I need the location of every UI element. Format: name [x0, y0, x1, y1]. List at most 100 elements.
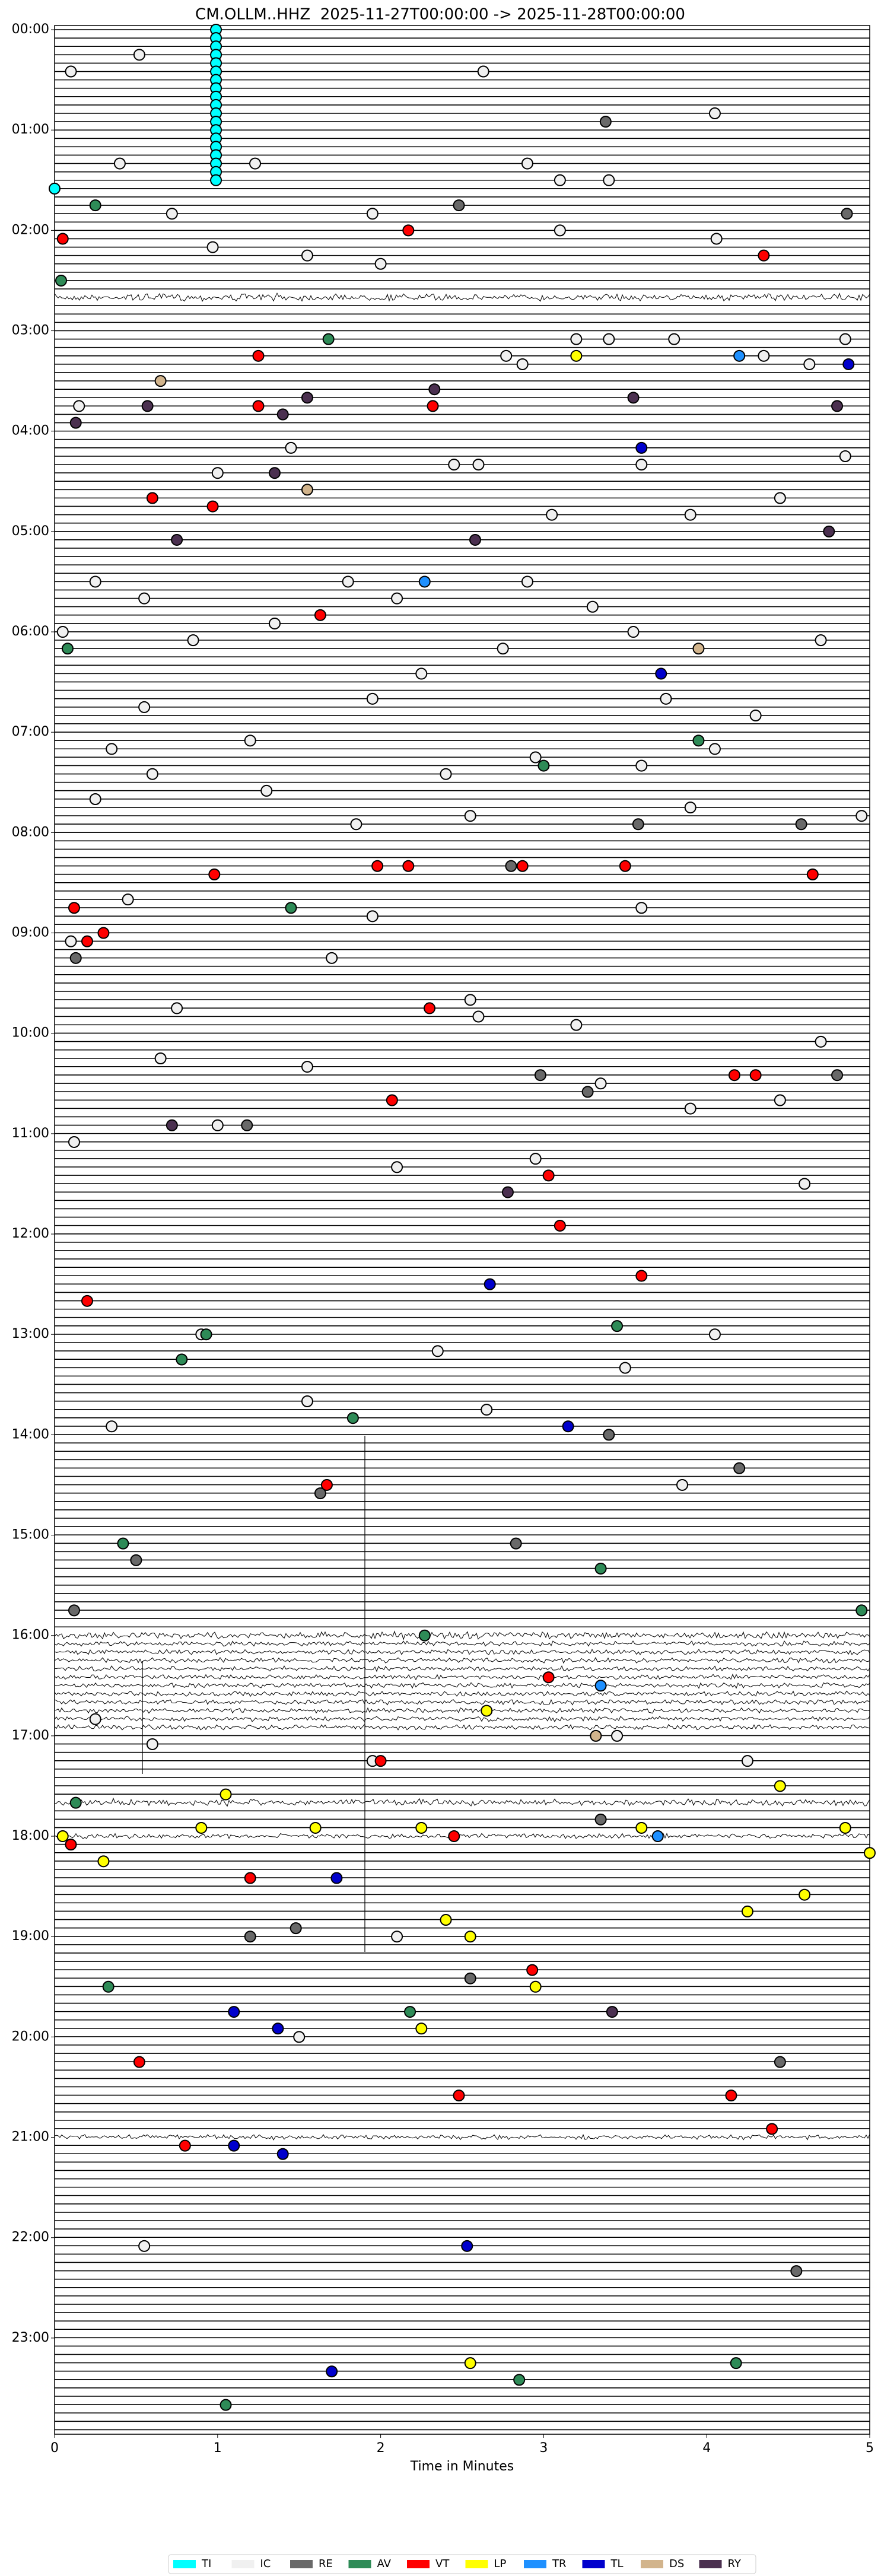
event-marker [56, 1830, 69, 1843]
event-marker [56, 233, 69, 245]
legend-label: RE [319, 2558, 333, 2570]
event-marker [206, 500, 219, 513]
trace-row [54, 1797, 870, 1807]
event-marker [386, 1094, 398, 1106]
event-marker [138, 2240, 151, 2252]
event-marker [758, 349, 770, 362]
event-marker [249, 157, 262, 170]
event-marker [244, 734, 256, 747]
y-tick-label: 12:00 [12, 1226, 49, 1241]
legend-swatch [348, 2560, 371, 2568]
event-marker [534, 1069, 546, 1082]
event-marker [453, 2090, 465, 2102]
event-marker [117, 1537, 129, 1550]
event-marker [603, 333, 615, 345]
event-marker [166, 1119, 178, 1131]
event-marker [505, 860, 517, 872]
event-marker [692, 643, 705, 655]
event-marker [402, 860, 415, 872]
event-marker [513, 2374, 526, 2386]
legend-label: TL [610, 2558, 624, 2570]
event-marker [603, 174, 615, 186]
event-marker [733, 349, 746, 362]
event-marker [102, 1980, 115, 1993]
x-tick-label: 4 [702, 2441, 711, 2456]
event-marker [542, 1671, 555, 1684]
event-marker [69, 1796, 82, 1809]
event-marker [301, 392, 313, 404]
event-marker [326, 952, 338, 964]
event-marker [799, 1888, 811, 1901]
y-tick-label: 10:00 [12, 1026, 49, 1041]
event-marker [418, 575, 431, 588]
event-marker [210, 174, 222, 186]
event-marker [141, 400, 154, 412]
event-marker [56, 626, 69, 638]
y-tick-label: 18:00 [12, 1828, 49, 1843]
trace-row [54, 1656, 870, 1664]
event-marker [749, 710, 762, 722]
event-marker [195, 1821, 208, 1834]
event-marker [252, 400, 265, 412]
event-marker [314, 1487, 326, 1500]
y-tick-label: 08:00 [12, 825, 49, 839]
event-marker [603, 1429, 615, 1441]
event-marker [627, 626, 640, 638]
event-marker [758, 249, 770, 262]
y-tick-label: 20:00 [12, 2029, 49, 2044]
event-marker [841, 208, 853, 220]
event-marker [244, 1931, 256, 1943]
event-marker [815, 1035, 827, 1048]
legend-label: LP [494, 2558, 507, 2570]
event-marker [635, 441, 648, 454]
event-marker [61, 643, 74, 655]
traces [54, 29, 870, 2431]
event-marker [268, 617, 281, 629]
event-marker [529, 751, 542, 764]
event-marker [500, 349, 513, 362]
x-tick-label: 2 [377, 2441, 385, 2456]
event-marker [200, 1328, 212, 1341]
event-marker [320, 1478, 333, 1491]
event-marker [171, 1002, 183, 1015]
legend-label: TI [201, 2558, 211, 2570]
event-marker [97, 1855, 110, 1868]
event-marker [464, 1972, 476, 1985]
y-tick-label: 03:00 [12, 323, 49, 338]
trace-row [54, 1649, 870, 1655]
event-marker [708, 743, 721, 755]
event-marker [570, 349, 583, 362]
legend-swatch [231, 2560, 255, 2568]
event-marker [799, 1178, 811, 1190]
event-marker [529, 1153, 542, 1165]
event-marker [314, 609, 326, 621]
event-marker [842, 358, 855, 370]
event-marker [594, 1680, 607, 1692]
trace-row [54, 1682, 870, 1689]
event-marker [477, 65, 489, 78]
event-marker [546, 508, 558, 521]
event-marker [795, 818, 807, 831]
event-marker [49, 182, 61, 195]
event-marker [211, 467, 224, 479]
event-marker [469, 533, 481, 546]
trace-row [54, 1630, 870, 1640]
event-marker [635, 1821, 648, 1834]
event-marker [635, 902, 648, 914]
event-marker [599, 116, 612, 128]
event-marker [138, 592, 151, 605]
event-marker [285, 441, 297, 454]
y-tick-label: 22:00 [12, 2230, 49, 2245]
legend-swatch [641, 2560, 663, 2568]
event-marker [404, 2006, 416, 2018]
event-marker [97, 927, 110, 939]
event-marker [73, 400, 85, 412]
event-marker [453, 199, 465, 212]
event-marker [133, 2056, 145, 2068]
event-marker [89, 1713, 101, 1725]
event-marker [440, 768, 452, 780]
legend-swatch [173, 2560, 196, 2568]
event-marker [138, 701, 151, 713]
event-marker [554, 224, 566, 237]
